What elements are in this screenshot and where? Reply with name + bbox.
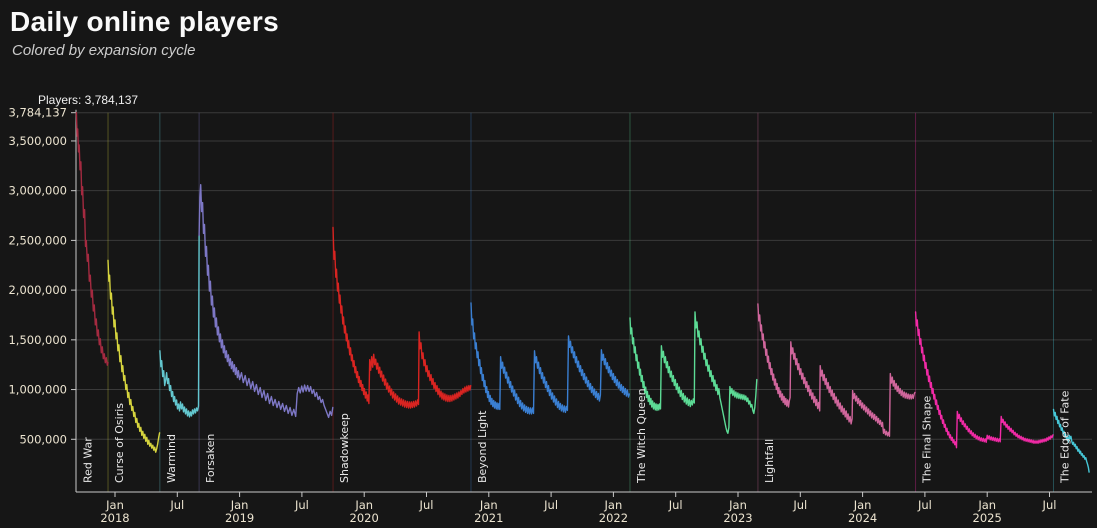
x-tick-label: Jul [792,498,807,512]
y-tick-label: 2,000,000 [8,283,67,297]
expansion-label-beyond-light: Beyond Light [476,410,489,483]
x-tick-year-label: 2020 [350,511,379,525]
x-tick-year-label: 2022 [599,511,628,525]
x-tick-label: Jul [543,498,558,512]
y-tick-label: 500,000 [19,432,67,446]
x-tick-label: Jul [668,498,683,512]
x-tick-label: Jan [479,498,498,512]
x-tick-label: Jan [977,498,996,512]
x-tick-year-label: 2021 [474,511,503,525]
x-tick-label: Jul [917,498,932,512]
y-tick-label: 3,000,000 [8,184,67,198]
series-beyond-light[interactable] [470,302,630,415]
x-tick-label: Jan [105,498,124,512]
expansion-label-lightfall: Lightfall [763,439,776,483]
expansion-label-shadowkeep: Shadowkeep [338,413,351,483]
expansion-label-the-edge-of-fate: The Edge of Fate [1058,390,1071,484]
page-subtitle: Colored by expansion cycle [12,42,196,59]
series-warmind[interactable] [159,234,200,418]
x-tick-year-label: 2018 [100,511,129,525]
y-tick-label: 1,000,000 [8,383,67,397]
y-tick-label: 3,784,137 [8,106,67,120]
x-tick-label: Jul [419,498,434,512]
y-tick-label: 1,500,000 [8,333,67,347]
x-tick-label: Jan [230,498,249,512]
series-red-war[interactable] [75,112,109,366]
series-lightfall[interactable] [757,303,916,437]
page-title: Daily online players [10,6,279,37]
expansion-label-warmind: Warmind [165,434,178,483]
players-max-label: Players: 3,784,137 [38,93,139,107]
series-curse-of-osiris[interactable] [107,259,161,453]
series-forsaken[interactable] [198,184,334,419]
x-tick-year-label: 2024 [848,511,877,525]
x-tick-label: Jan [604,498,623,512]
x-tick-year-label: 2025 [973,511,1002,525]
x-tick-year-label: 2019 [225,511,254,525]
x-tick-label: Jul [1042,498,1057,512]
series-the-witch-queen[interactable] [629,311,758,434]
x-tick-year-label: 2023 [723,511,752,525]
x-tick-label: Jan [728,498,747,512]
y-tick-label: 2,500,000 [8,233,67,247]
x-tick-label: Jan [853,498,872,512]
expansion-label-the-final-shape: The Final Shape [921,396,934,484]
x-tick-label: Jul [169,498,184,512]
expansion-label-the-witch-queen: The Witch Queen [635,388,648,484]
series-the-edge-of-fate[interactable] [1052,408,1090,473]
expansion-label-curse-of-osiris: Curse of Osiris [113,403,126,483]
series-the-final-shape[interactable] [914,311,1054,449]
expansion-label-forsaken: Forsaken [204,434,217,483]
y-tick-label: 3,500,000 [8,134,67,148]
series-shadowkeep[interactable] [332,226,472,409]
x-tick-label: Jul [294,498,309,512]
x-tick-label: Jan [354,498,373,512]
expansion-label-red-war: Red War [81,437,94,483]
